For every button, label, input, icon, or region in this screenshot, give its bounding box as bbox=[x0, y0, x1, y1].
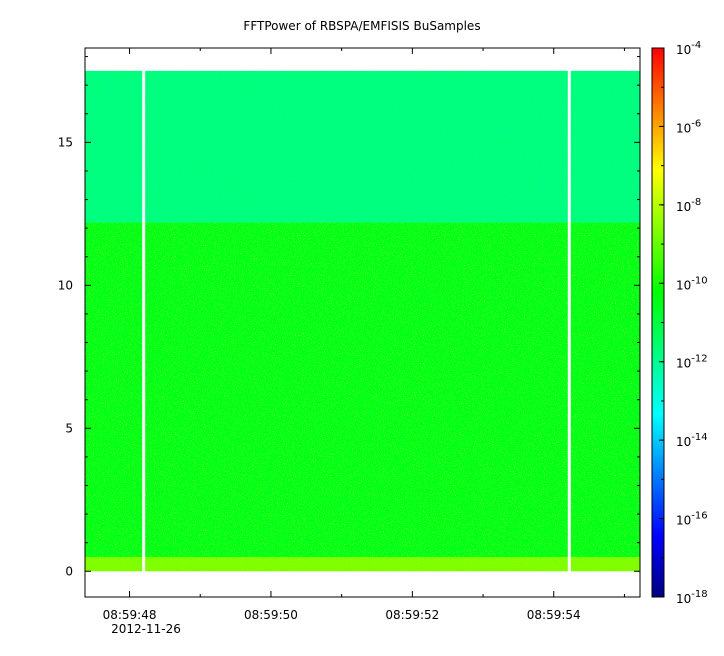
spectrogram-bands bbox=[85, 70, 640, 572]
y-axis-ticks: 0 5 10 15 bbox=[58, 56, 640, 578]
colorbar-gradient bbox=[652, 48, 664, 597]
colorbar-tick-label-7: 10-18 bbox=[676, 589, 708, 606]
data-gaps bbox=[142, 69, 571, 573]
x-axis-ticks: 08:59:48 08:59:50 08:59:52 08:59:54 bbox=[103, 48, 625, 622]
data-gap-0 bbox=[142, 69, 146, 573]
data-gap-1 bbox=[567, 69, 571, 573]
x-tick-label-2: 08:59:52 bbox=[385, 608, 439, 622]
colorbar-ticks: 10-4 10-6 10-8 10-10 10-12 10-14 10-16 10-18 bbox=[659, 40, 708, 606]
band-texture-1 bbox=[85, 222, 640, 557]
date-label: 2012-11-26 bbox=[111, 622, 181, 636]
band-texture-2 bbox=[85, 70, 640, 223]
band-texture-0 bbox=[85, 556, 640, 572]
colorbar-tick-label-4: 10-12 bbox=[676, 354, 708, 371]
colorbar: 10-4 10-6 10-8 10-10 10-12 10-14 10-16 10-18 bbox=[651, 40, 708, 606]
colorbar-tick-label-6: 10-16 bbox=[676, 511, 708, 528]
y-tick-label-5: 5 bbox=[65, 421, 73, 435]
y-tick-label-0: 0 bbox=[65, 564, 73, 578]
x-tick-label-0: 08:59:48 bbox=[103, 608, 157, 622]
colorbar-tick-label-0: 10-4 bbox=[676, 40, 701, 57]
colorbar-tick-label-2: 10-8 bbox=[676, 197, 701, 214]
colorbar-tick-label-3: 10-10 bbox=[676, 275, 708, 292]
colorbar-tick-label-1: 10-6 bbox=[676, 118, 701, 135]
y-tick-label-15: 15 bbox=[58, 135, 73, 149]
x-tick-label-3: 08:59:54 bbox=[527, 608, 581, 622]
colorbar-tick-label-5: 10-14 bbox=[676, 432, 708, 449]
y-tick-label-10: 10 bbox=[58, 278, 73, 292]
chart-title: FFTPower of RBSPA/EMFISIS BuSamples bbox=[243, 19, 480, 33]
plot-frame bbox=[84, 47, 641, 598]
x-tick-label-1: 08:59:50 bbox=[244, 608, 298, 622]
plot-area: 0 5 10 15 08:59:48 08:59:50 08:59:52 08:59:54 bbox=[58, 47, 641, 622]
